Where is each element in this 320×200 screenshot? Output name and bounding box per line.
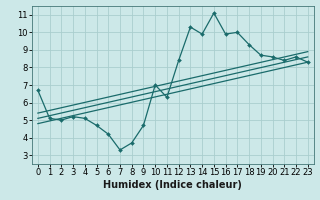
X-axis label: Humidex (Indice chaleur): Humidex (Indice chaleur) — [103, 180, 242, 190]
